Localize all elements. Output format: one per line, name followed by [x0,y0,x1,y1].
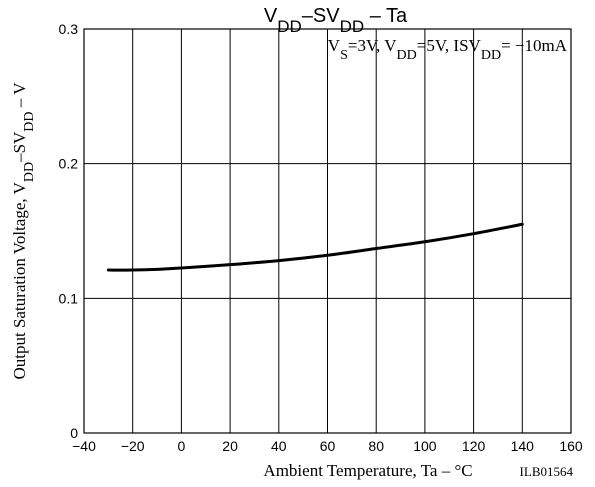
x-tick-label: 160 [559,438,583,454]
condition-annotation: VS=3V, VDD=5V, ISVDD= −10mA [328,36,568,63]
series-line [106,222,524,272]
x-tick-label: 120 [462,438,486,454]
y-tick-label: 0.1 [59,290,79,306]
text-run: V [264,5,278,27]
subscript-text: DD [481,48,501,63]
subscript-text: DD [397,48,417,63]
chart-title: VDD–SVDD – Ta [264,5,408,36]
series-group [106,222,524,272]
x-tick-label: −40 [72,438,96,454]
subscript-text: DD [22,162,37,182]
x-tick-label: 80 [368,438,384,454]
text-run: – V [10,82,29,112]
text-run: V [328,36,341,55]
y-axis-label: Output Saturation Voltage, VDD–SVDD – V [10,82,37,380]
y-tick-label: 0.3 [59,21,79,37]
y-tick-label: 0 [70,425,78,441]
text-run: Output Saturation Voltage, V [10,181,29,379]
text-run: =5V, ISV [417,36,482,55]
subscript-text: DD [22,111,37,131]
figure-code: ILB01564 [520,464,574,479]
subscript-text: DD [340,17,365,36]
x-tick-label: 0 [178,438,186,454]
tick-labels: −40 −20 0 20 40 60 80 100 120 140 160 0 0.1 0.2 0.3 [59,21,583,454]
subscript-text: S [340,48,348,63]
text-run: =3V, V [348,36,397,55]
text-run: –SV [10,131,29,163]
x-tick-label: −20 [121,438,145,454]
x-tick-label: 60 [320,438,336,454]
x-tick-label: 140 [511,438,535,454]
text-run: – Ta [364,5,408,27]
x-tick-label: 100 [413,438,437,454]
plot-frame [83,28,572,434]
text-run: = −10mA [501,36,568,55]
grid-lines [84,29,571,433]
y-tick-label: 0.2 [59,156,79,172]
x-tick-label: 20 [222,438,238,454]
text-run: –SV [302,5,340,27]
subscript-text: DD [277,17,302,36]
x-axis-label: Ambient Temperature, Ta – °C [263,461,472,480]
x-tick-label: 40 [271,438,287,454]
